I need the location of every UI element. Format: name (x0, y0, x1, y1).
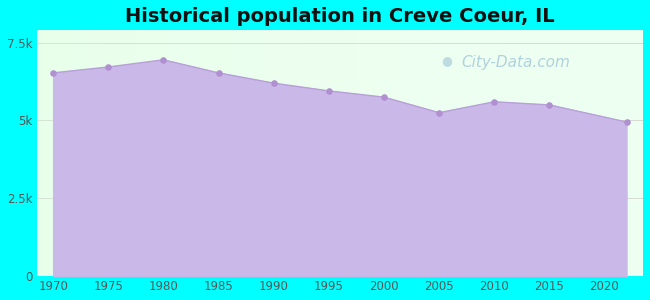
Point (324, 88, 334, 93)
Text: City-Data.com: City-Data.com (461, 55, 570, 70)
Point (434, 110, 444, 115)
Point (379, 95, 389, 100)
Point (268, 81, 279, 85)
Point (158, 57, 168, 62)
Point (544, 103, 554, 107)
Title: Historical population in Creve Coeur, IL: Historical population in Creve Coeur, IL (125, 7, 554, 26)
Point (103, 64, 114, 69)
Text: ●: ● (441, 54, 452, 67)
Point (621, 120, 632, 124)
Point (213, 70, 224, 75)
Point (48, 70, 58, 75)
Point (489, 99, 499, 104)
